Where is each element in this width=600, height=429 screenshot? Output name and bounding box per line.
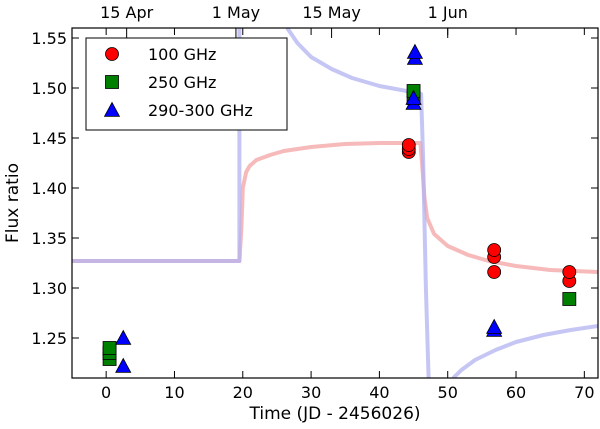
x-tick-label: 30 (301, 383, 321, 402)
model-curve (72, 141, 598, 274)
date-tick-label: 1 Jun (428, 3, 468, 22)
data-point-circle (562, 265, 577, 279)
x-tick-label: 40 (369, 383, 389, 402)
data-point-triangle (486, 318, 503, 334)
legend-label: 290-300 GHz (148, 101, 253, 120)
x-tick-label: 20 (233, 383, 253, 402)
date-tick-label: 15 Apr (100, 3, 154, 22)
x-tick-label: 50 (438, 383, 458, 402)
data-point-circle (487, 265, 502, 279)
y-tick-label: 1.35 (31, 229, 67, 248)
x-tick-label: 60 (506, 383, 526, 402)
data-point-square (102, 341, 117, 355)
legend-marker-triangle (103, 101, 121, 117)
model-curve (285, 28, 431, 378)
y-tick-label: 1.50 (31, 79, 67, 98)
plot-frame (71, 27, 599, 379)
y-tick-label: 1.40 (31, 179, 67, 198)
model-curves (72, 28, 598, 378)
legend-label: 250 GHz (148, 73, 216, 92)
legend-marker-circle (105, 47, 119, 61)
data-point-triangle (405, 89, 422, 105)
data-point-square (562, 292, 577, 306)
axes: 0 10 20 30 40 50 60 70 1.25 1.30 1.35 1.40 1.45 1.50 1… (31, 3, 598, 402)
data-point-circle (487, 243, 502, 257)
y-tick-label: 1.55 (31, 29, 67, 48)
y-tick-label: 1.30 (31, 279, 67, 298)
x-tick-label: 0 (101, 383, 111, 402)
x-axis-label: Time (JD - 2456026) (248, 404, 420, 424)
data-points (102, 43, 577, 373)
y-tick-label: 1.25 (31, 329, 67, 348)
legend-box (85, 37, 288, 131)
date-tick-label: 15 May (302, 3, 361, 22)
data-point-triangle (115, 357, 132, 373)
legend: 100 GHz 250 GHz 290-300 GHz (85, 37, 288, 131)
y-tick-label: 1.45 (31, 129, 67, 148)
x-tick-label: 10 (164, 383, 184, 402)
y-axis-label: Flux ratio (3, 163, 23, 243)
data-point-triangle (406, 43, 424, 59)
model-curve (451, 324, 598, 378)
legend-label: 100 GHz (148, 45, 216, 64)
data-point-triangle (115, 329, 132, 345)
legend-marker-square (105, 75, 119, 89)
x-tick-label: 70 (574, 383, 594, 402)
data-point-circle (401, 138, 416, 152)
date-tick-label: 1 May (212, 3, 260, 22)
